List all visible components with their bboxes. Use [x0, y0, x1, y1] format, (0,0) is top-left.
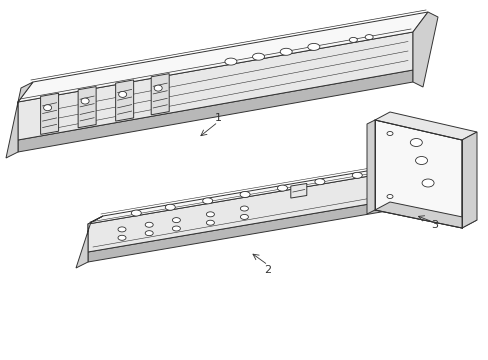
Polygon shape — [88, 158, 442, 224]
Ellipse shape — [421, 179, 433, 187]
Ellipse shape — [386, 194, 392, 198]
Ellipse shape — [409, 139, 422, 147]
Ellipse shape — [386, 131, 392, 135]
Ellipse shape — [240, 206, 248, 211]
Polygon shape — [116, 80, 133, 121]
Ellipse shape — [203, 198, 212, 204]
Ellipse shape — [348, 37, 357, 42]
Ellipse shape — [131, 210, 141, 216]
Polygon shape — [18, 12, 427, 102]
Ellipse shape — [365, 35, 372, 40]
Ellipse shape — [389, 166, 399, 172]
Polygon shape — [412, 12, 437, 87]
Ellipse shape — [252, 53, 264, 60]
Polygon shape — [366, 120, 374, 214]
Ellipse shape — [351, 172, 362, 178]
Polygon shape — [41, 93, 59, 134]
Text: 3: 3 — [430, 220, 438, 230]
Ellipse shape — [118, 235, 126, 240]
Ellipse shape — [277, 185, 287, 191]
Polygon shape — [18, 70, 412, 152]
Ellipse shape — [206, 212, 214, 217]
Ellipse shape — [240, 215, 248, 220]
Polygon shape — [427, 158, 452, 209]
Ellipse shape — [240, 192, 249, 198]
Ellipse shape — [119, 91, 126, 98]
Ellipse shape — [154, 85, 162, 91]
Polygon shape — [88, 194, 427, 262]
Ellipse shape — [145, 222, 153, 227]
Text: 1: 1 — [214, 113, 221, 123]
Polygon shape — [88, 166, 427, 252]
Polygon shape — [374, 120, 461, 228]
Ellipse shape — [145, 231, 153, 236]
Ellipse shape — [81, 98, 89, 104]
Ellipse shape — [415, 157, 427, 165]
Polygon shape — [78, 86, 96, 128]
Polygon shape — [18, 32, 412, 140]
Ellipse shape — [43, 105, 52, 111]
Ellipse shape — [172, 226, 180, 231]
Ellipse shape — [307, 44, 319, 50]
Text: 2: 2 — [264, 265, 271, 275]
Ellipse shape — [280, 48, 292, 55]
Ellipse shape — [172, 217, 180, 222]
Ellipse shape — [314, 179, 324, 185]
Polygon shape — [461, 132, 476, 228]
Ellipse shape — [224, 58, 236, 65]
Polygon shape — [290, 184, 306, 198]
Polygon shape — [76, 216, 103, 268]
Ellipse shape — [118, 227, 126, 232]
Polygon shape — [151, 73, 169, 115]
Ellipse shape — [165, 204, 175, 210]
Polygon shape — [6, 82, 33, 158]
Polygon shape — [374, 112, 476, 140]
Polygon shape — [374, 202, 476, 228]
Ellipse shape — [206, 220, 214, 225]
